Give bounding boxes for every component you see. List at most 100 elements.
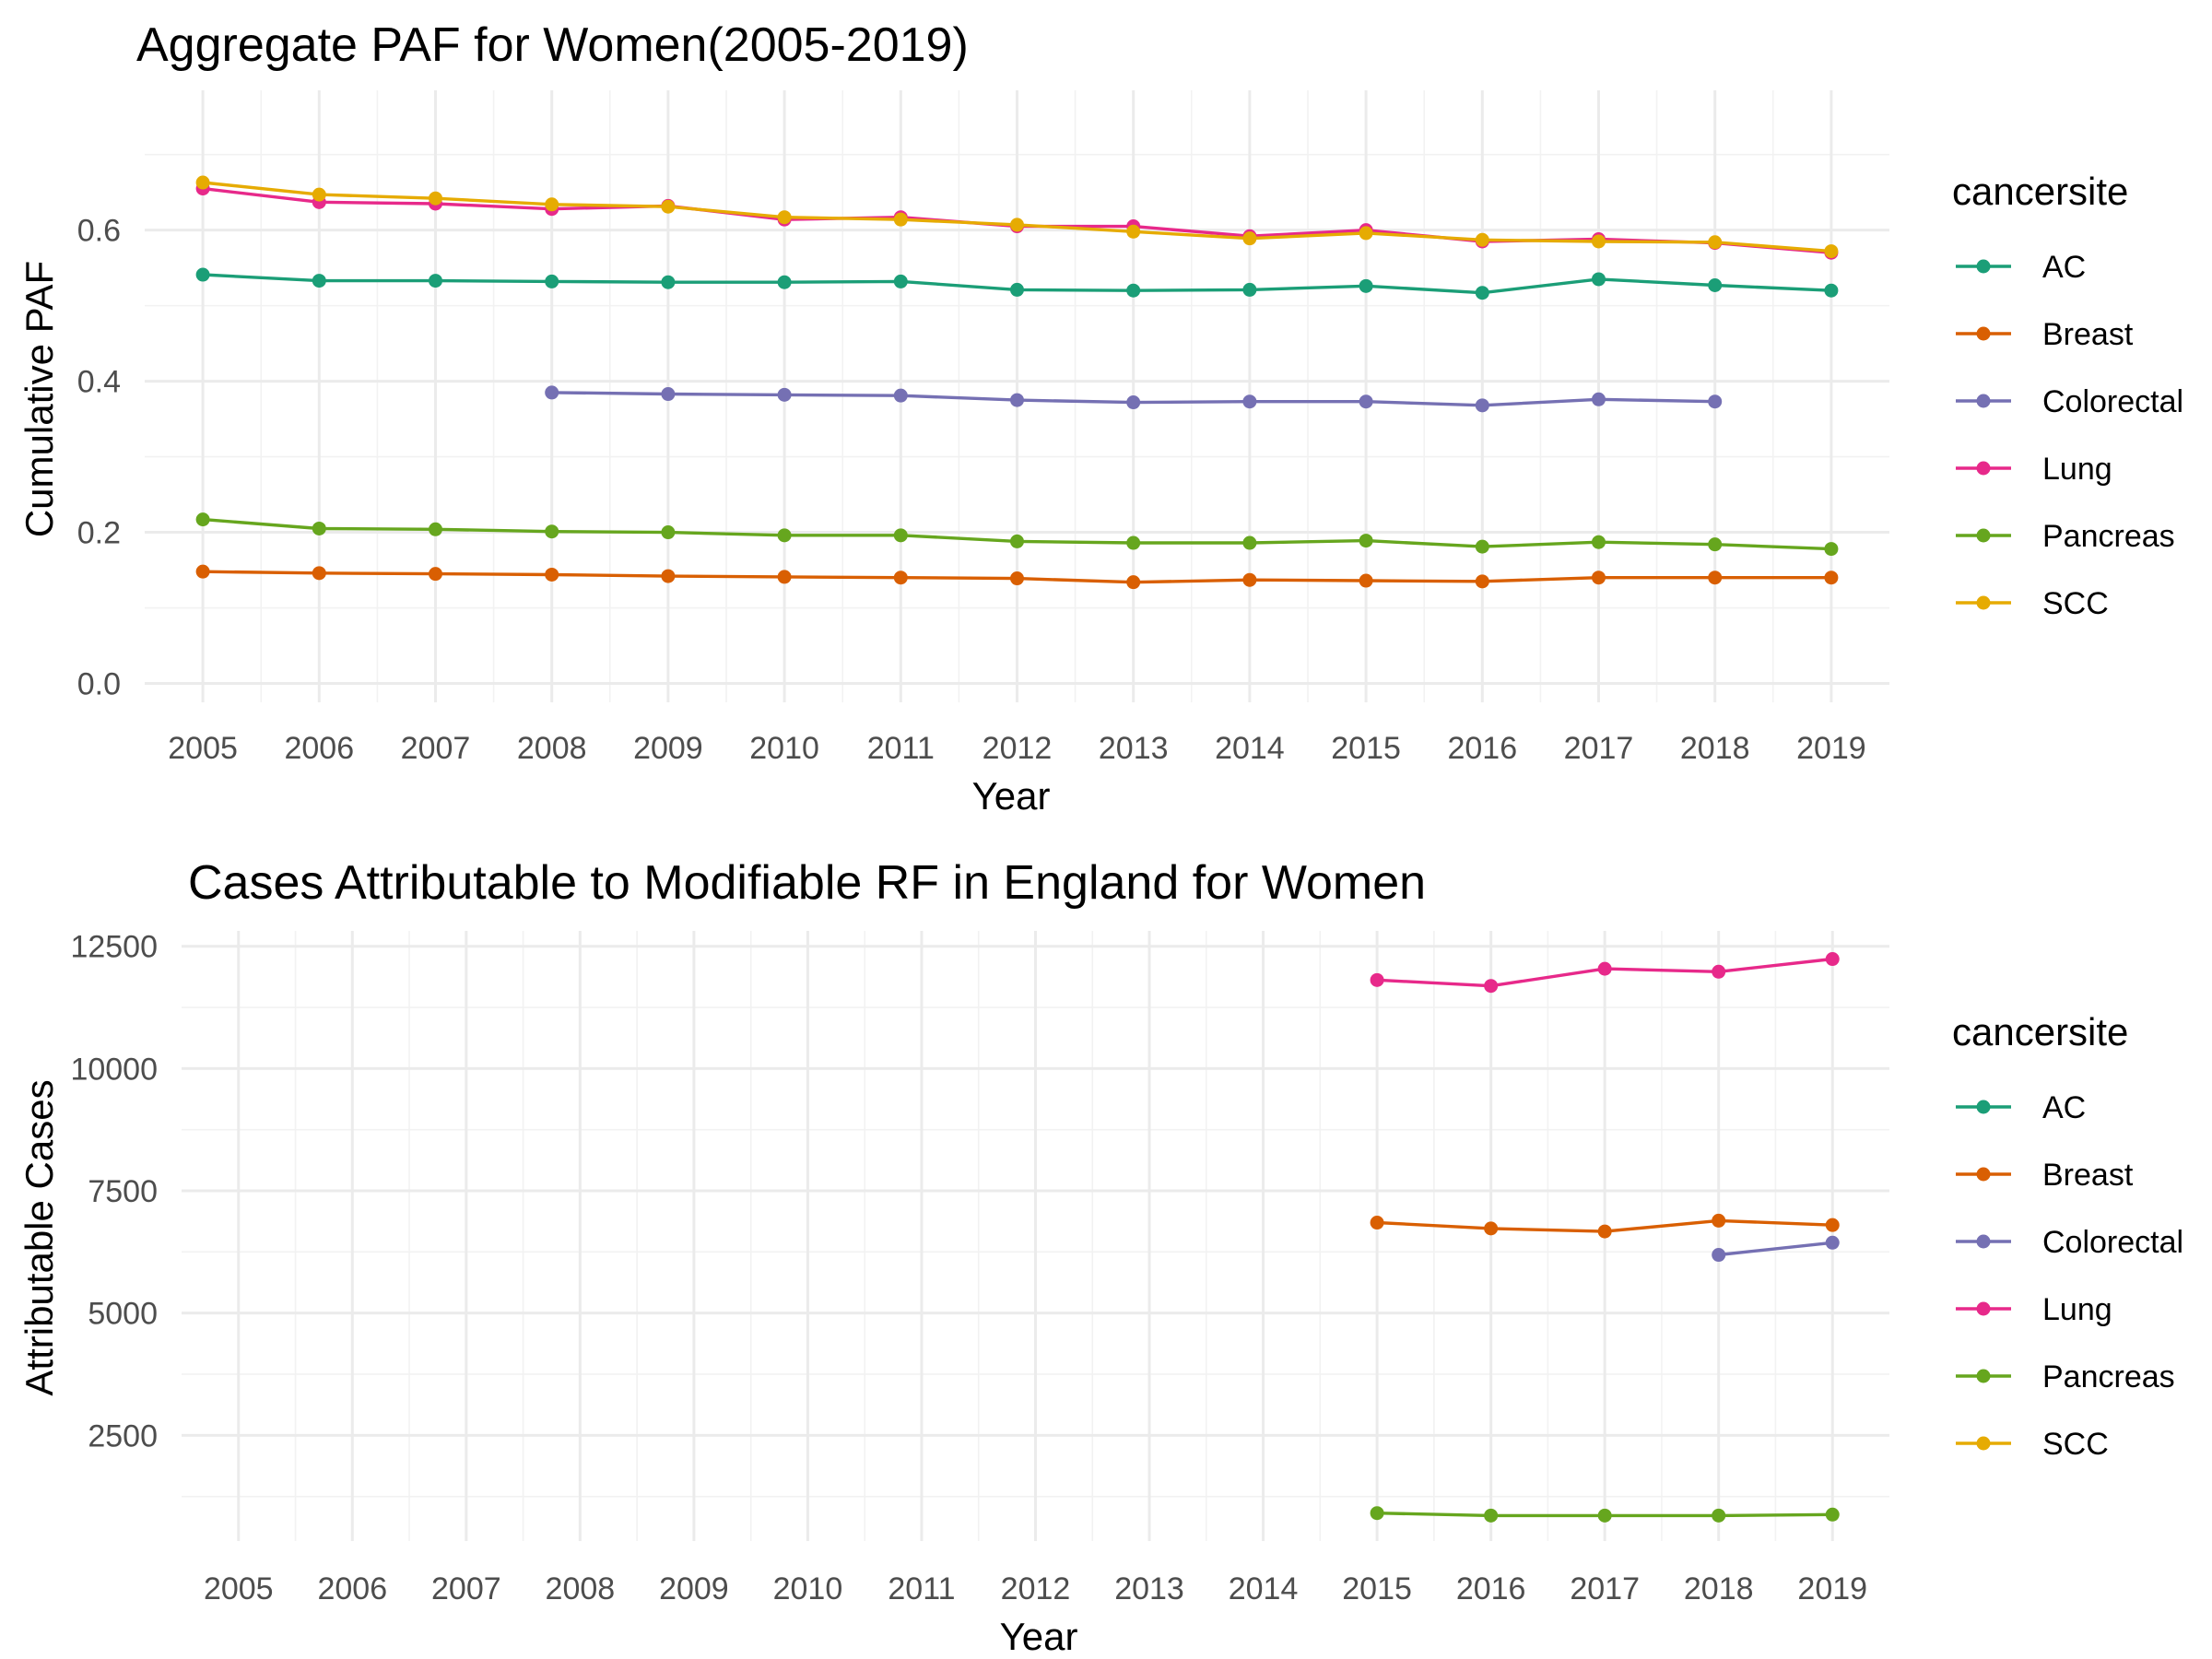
- x-tick-labels: 2005 2006 2007 2008 2009 2010 2011 2012 2013 2014…: [168, 731, 1865, 766]
- y-tick-labels: 0.0 0.2 0.4 0.6: [77, 214, 121, 702]
- legend-item-pancreas: Pancreas: [1956, 519, 2175, 554]
- data-point: [1597, 961, 1612, 976]
- x-tick-label: 2008: [517, 731, 587, 766]
- legend-item-lung: Lung: [1956, 452, 2112, 487]
- x-tick-label: 2019: [1796, 731, 1866, 766]
- data-point: [1126, 395, 1141, 410]
- x-tick-label: 2008: [546, 1571, 616, 1606]
- series-ac: [195, 267, 1839, 300]
- data-point: [777, 275, 792, 289]
- data-point: [1825, 1235, 1840, 1250]
- data-point: [1370, 1216, 1384, 1230]
- legend-title: cancersite: [1952, 1010, 2128, 1053]
- data-point: [1010, 218, 1024, 232]
- data-point: [893, 571, 908, 585]
- series-line: [1718, 1241, 1833, 1257]
- legend-label: Breast: [2042, 1158, 2134, 1193]
- series-layer: [195, 175, 1839, 590]
- data-point: [545, 274, 559, 288]
- data-point: [777, 387, 792, 402]
- data-point: [1126, 224, 1141, 239]
- data-point: [1010, 571, 1024, 586]
- attributable-cases-chart: Cases Attributable to Modifiable RF in E…: [18, 856, 2183, 1658]
- x-tick-label: 2009: [659, 1571, 729, 1606]
- x-tick-label: 2011: [888, 1571, 955, 1606]
- data-point: [1592, 272, 1606, 287]
- series-colorectal: [1712, 1235, 1840, 1263]
- x-tick-label: 2014: [1229, 1571, 1299, 1606]
- legend-key-point: [1976, 461, 1991, 476]
- x-tick-label: 2016: [1447, 731, 1517, 766]
- data-point: [1242, 572, 1257, 587]
- series-pancreas: [1370, 1506, 1840, 1523]
- legend-item-scc: SCC: [1956, 586, 2109, 621]
- data-point: [1475, 539, 1489, 554]
- data-point: [1359, 278, 1373, 293]
- legend-label: SCC: [2042, 586, 2109, 621]
- x-tick-label: 2015: [1331, 731, 1401, 766]
- data-point: [312, 274, 326, 288]
- legend-key-point: [1976, 595, 1991, 610]
- data-point: [1597, 1224, 1612, 1239]
- data-point: [893, 528, 908, 543]
- y-tick-label: 2500: [88, 1418, 158, 1453]
- series-colorectal: [545, 385, 1723, 413]
- y-tick-label: 5000: [88, 1297, 158, 1332]
- data-point: [1010, 282, 1024, 297]
- data-point: [1370, 1506, 1384, 1521]
- x-tick-label: 2007: [431, 1571, 501, 1606]
- legend-label: SCC: [2042, 1427, 2109, 1462]
- data-point: [195, 564, 210, 579]
- x-tick-label: 2012: [1001, 1571, 1071, 1606]
- legend-label: Lung: [2042, 1292, 2112, 1327]
- data-point: [1824, 571, 1839, 585]
- data-point: [429, 567, 442, 582]
- legend-key-point: [1976, 1100, 1991, 1114]
- data-point: [195, 267, 210, 282]
- y-tick-label: 10000: [70, 1052, 158, 1087]
- y-tick-label: 0.6: [77, 214, 121, 249]
- data-point: [893, 388, 908, 403]
- data-point: [777, 570, 792, 584]
- data-point: [661, 569, 676, 583]
- data-point: [1126, 575, 1141, 590]
- data-point: [1242, 535, 1257, 550]
- data-point: [429, 191, 442, 206]
- legend-key-point: [1976, 1436, 1991, 1451]
- legend: cancersite AC Breast Colorectal Lung Pancrea…: [1952, 170, 2183, 621]
- data-point: [1708, 537, 1723, 552]
- data-point: [1242, 282, 1257, 297]
- x-tick-labels: 2005 2006 2007 2008 2009 2010 2011 2012 2013 2014…: [204, 1571, 1867, 1606]
- x-tick-label: 2009: [633, 731, 703, 766]
- x-tick-label: 2010: [773, 1571, 843, 1606]
- data-point: [661, 275, 676, 289]
- x-tick-label: 2011: [867, 731, 935, 766]
- legend-label: AC: [2042, 1090, 2086, 1125]
- chart-title: Aggregate PAF for Women(2005-2019): [136, 18, 969, 72]
- data-point: [1592, 392, 1606, 406]
- legend-key-point: [1976, 1234, 1991, 1249]
- data-point: [1359, 534, 1373, 548]
- data-point: [312, 187, 326, 202]
- data-point: [1359, 573, 1373, 588]
- legend-item-colorectal: Colorectal: [1956, 1225, 2183, 1260]
- data-point: [1824, 244, 1839, 259]
- data-point: [1475, 574, 1489, 589]
- data-point: [661, 199, 676, 214]
- legend-item-pancreas: Pancreas: [1956, 1359, 2175, 1394]
- x-tick-label: 2018: [1684, 1571, 1754, 1606]
- data-point: [1824, 283, 1839, 298]
- legend-key-point: [1976, 1369, 1991, 1383]
- series-layer: [1370, 952, 1840, 1523]
- legend-item-scc: SCC: [1956, 1427, 2109, 1462]
- x-tick-label: 2012: [982, 731, 1053, 766]
- data-point: [777, 528, 792, 543]
- grid: [182, 931, 1889, 1541]
- data-point: [1484, 1508, 1499, 1523]
- series-scc: [195, 175, 1839, 259]
- data-point: [1708, 277, 1723, 292]
- legend-key-point: [1976, 326, 1991, 341]
- data-point: [1484, 1221, 1499, 1236]
- legend-label: Lung: [2042, 452, 2112, 487]
